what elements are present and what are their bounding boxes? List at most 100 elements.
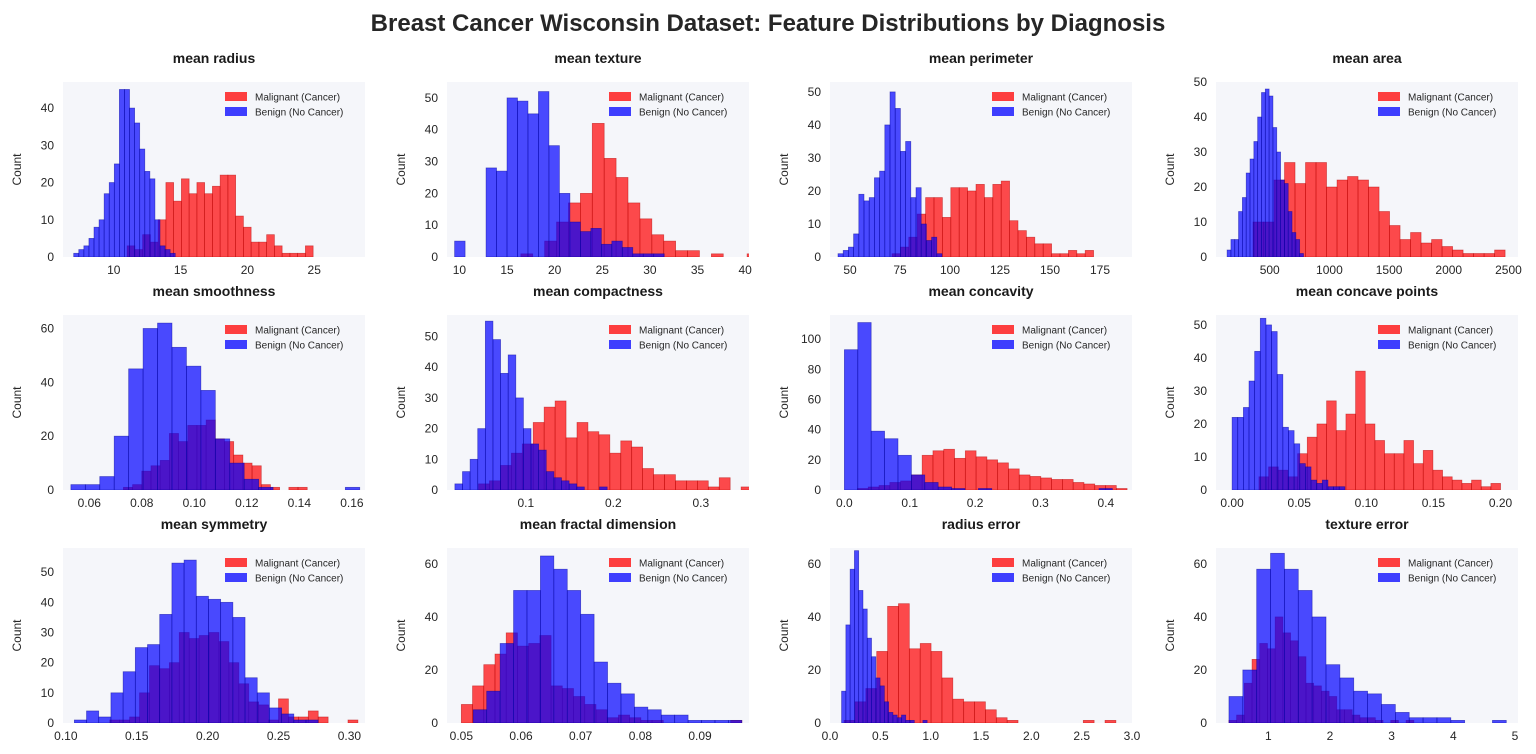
x-tick-label: 10 xyxy=(453,263,467,277)
bars-group xyxy=(841,550,1117,723)
subplot-title: mean concave points xyxy=(1296,283,1439,299)
subplot-title: mean perimeter xyxy=(929,50,1034,66)
x-tick-label: 35 xyxy=(691,263,705,277)
benign-bar xyxy=(154,219,161,257)
benign-bar xyxy=(538,449,547,490)
x-tick-label: 0.10 xyxy=(54,729,78,743)
y-tick-label: 30 xyxy=(41,138,55,152)
legend-label: Malignant (Cancer) xyxy=(1022,93,1107,104)
y-tick-label: 10 xyxy=(41,213,55,227)
benign-bar xyxy=(924,482,939,490)
legend-swatch-malignant xyxy=(1378,325,1400,334)
subplot-title: mean concavity xyxy=(928,283,1033,299)
y-tick-label: 0 xyxy=(431,250,438,264)
legend: Malignant (Cancer) Benign (No Cancer) xyxy=(1378,325,1496,352)
y-tick-label: 40 xyxy=(808,423,822,437)
subplot-title: mean texture xyxy=(554,50,641,66)
legend-swatch-benign xyxy=(1378,573,1400,582)
legend-label: Benign (No Cancer) xyxy=(1408,341,1496,352)
x-tick-label: 0.06 xyxy=(78,496,102,510)
y-tick-label: 50 xyxy=(808,85,822,99)
legend-label: Benign (No Cancer) xyxy=(255,574,343,585)
y-tick-label: 20 xyxy=(1194,417,1208,431)
legend-swatch-malignant xyxy=(609,558,631,567)
subplot-title: mean smoothness xyxy=(153,283,276,299)
legend-swatch-malignant xyxy=(992,325,1014,334)
y-tick-label: 20 xyxy=(425,663,439,677)
y-tick-label: 30 xyxy=(1194,145,1208,159)
legend-swatch-benign xyxy=(1378,340,1400,349)
x-tick-label: 0.20 xyxy=(1489,496,1513,510)
legend-swatch-malignant xyxy=(225,558,247,567)
malignant-bar xyxy=(663,240,676,257)
bars-group xyxy=(73,89,314,257)
x-tick-label: 30 xyxy=(643,263,657,277)
x-tick-label: 0.25 xyxy=(267,729,291,743)
x-tick-label: 0.0 xyxy=(836,496,853,510)
x-tick-label: 2.0 xyxy=(1023,729,1040,743)
subplot-title: mean radius xyxy=(173,50,256,66)
malignant-bar xyxy=(985,709,997,723)
benign-bar xyxy=(1256,568,1271,723)
bars-group xyxy=(454,320,749,490)
benign-bar xyxy=(1297,590,1313,723)
benign-bar xyxy=(951,488,966,490)
y-axis-label: Count xyxy=(10,619,24,652)
x-tick-label: 0.30 xyxy=(338,729,362,743)
malignant-bar xyxy=(718,477,731,490)
y-axis-label: Count xyxy=(777,386,791,419)
legend-swatch-benign xyxy=(992,107,1014,116)
malignant-bar xyxy=(1104,719,1117,723)
y-tick-label: 30 xyxy=(425,155,439,169)
y-tick-label: 40 xyxy=(808,610,822,624)
x-tick-label: 0.14 xyxy=(288,496,312,510)
legend-swatch-benign xyxy=(225,107,247,116)
x-tick-label: 0.1 xyxy=(901,496,918,510)
y-tick-label: 40 xyxy=(41,101,55,115)
bars-group xyxy=(1231,317,1501,490)
y-tick-label: 50 xyxy=(41,565,55,579)
legend-swatch-malignant xyxy=(609,325,631,334)
y-tick-label: 40 xyxy=(1194,110,1208,124)
benign-bar xyxy=(1353,690,1368,723)
y-tick-label: 20 xyxy=(41,656,55,670)
y-axis-label: Count xyxy=(394,153,408,186)
legend-swatch-benign xyxy=(225,340,247,349)
y-axis-label: Count xyxy=(10,386,24,419)
benign-bar xyxy=(229,462,245,490)
malignant-bar xyxy=(305,245,314,257)
malignant-bar xyxy=(746,253,749,257)
x-tick-label: 50 xyxy=(843,263,857,277)
benign-bar xyxy=(1098,488,1113,490)
y-tick-label: 10 xyxy=(41,686,55,700)
x-tick-label: 0.1 xyxy=(517,496,534,510)
legend: Malignant (Cancer) Benign (No Cancer) xyxy=(992,92,1110,119)
legend-swatch-malignant xyxy=(609,92,631,101)
x-tick-label: 0.12 xyxy=(235,496,259,510)
malignant-bar xyxy=(1105,485,1117,490)
x-tick-label: 0.05 xyxy=(450,729,474,743)
y-tick-label: 30 xyxy=(425,391,439,405)
benign-bar xyxy=(674,714,689,723)
benign-bar xyxy=(281,713,295,723)
y-axis-label: Count xyxy=(10,153,24,186)
benign-bar xyxy=(1381,704,1396,723)
x-tick-label: 20 xyxy=(548,263,562,277)
y-tick-label: 10 xyxy=(1194,450,1208,464)
y-tick-label: 30 xyxy=(1194,384,1208,398)
benign-bar xyxy=(1295,239,1301,257)
benign-bar xyxy=(599,486,608,490)
legend-label: Benign (No Cancer) xyxy=(1022,341,1110,352)
legend-swatch-malignant xyxy=(992,558,1014,567)
x-tick-label: 0.07 xyxy=(569,729,593,743)
x-tick-label: 3.0 xyxy=(1124,729,1141,743)
legend-label: Malignant (Cancer) xyxy=(255,326,340,337)
x-tick-label: 1000 xyxy=(1316,263,1343,277)
legend-swatch-benign xyxy=(225,573,247,582)
legend: Malignant (Cancer) Benign (No Cancer) xyxy=(992,325,1110,352)
y-tick-label: 50 xyxy=(1194,318,1208,332)
benign-bar xyxy=(590,228,602,257)
